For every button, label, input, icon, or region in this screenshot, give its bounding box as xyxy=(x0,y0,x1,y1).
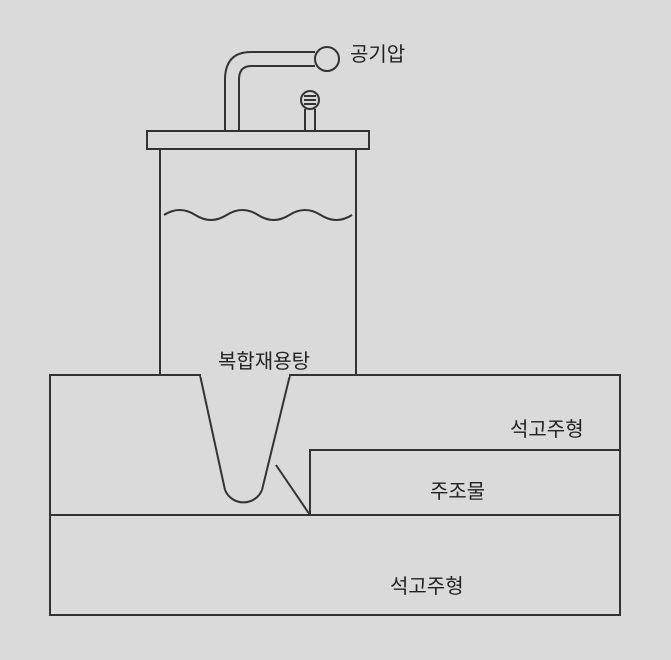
label-air-pressure: 공기압 xyxy=(350,38,405,67)
label-composite-melt: 복합재용탕 xyxy=(218,345,310,374)
diagram-canvas: 공기압 복합재용탕 석고주형 주조물 석고주형 xyxy=(0,0,671,660)
label-plaster-upper: 석고주형 xyxy=(510,413,584,442)
label-plaster-lower: 석고주형 xyxy=(390,570,464,599)
diagram-svg xyxy=(0,0,671,660)
label-casting: 주조물 xyxy=(430,475,485,504)
